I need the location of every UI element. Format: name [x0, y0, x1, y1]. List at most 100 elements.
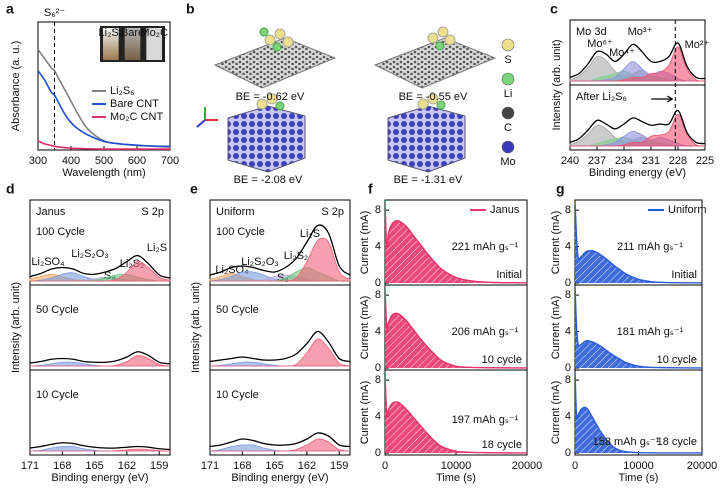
s-atom [444, 34, 456, 46]
vial [146, 28, 162, 60]
capacity-label: 221 mAh gₛ⁻¹ [452, 241, 519, 253]
x-tick-label: 0 [382, 460, 388, 472]
vial [103, 28, 119, 60]
envelope-line [569, 42, 706, 80]
axes-icon [196, 107, 218, 128]
y-tick-label: 0 [375, 447, 381, 459]
panel-label: d [6, 181, 15, 197]
y-tick-label: 8 [565, 374, 571, 386]
component-label: S₈ [104, 270, 116, 282]
y-tick-label: 8 [375, 289, 381, 301]
inset-label: Mo₂C [140, 27, 168, 39]
y-tick-label: 0 [375, 277, 381, 289]
x-axis-label: Time (s) [619, 472, 659, 484]
component-label: Li₂SO₄ [31, 256, 65, 268]
shift-arrow [651, 95, 674, 103]
x-tick-label: 171 [21, 460, 39, 472]
x-tick-label: 300 [29, 155, 47, 167]
x-axis-label: Time (s) [436, 472, 476, 484]
x-tick-label: 171 [201, 460, 219, 472]
structures [196, 26, 497, 173]
legend-label: S [504, 54, 511, 66]
chart-title: Uniform [216, 206, 255, 218]
component-label: Li₂S₂O₃ [241, 256, 278, 268]
component-label: Mo²⁺ [685, 39, 710, 51]
y-tick-label: 4 [375, 325, 381, 337]
envelope-line [209, 330, 351, 363]
legend-label: Mo₂C CNT [110, 111, 163, 123]
area-hatch [385, 371, 527, 453]
li2s6-cluster [256, 93, 285, 111]
y-tick-label: 8 [375, 204, 381, 216]
x-tick-label: 234 [615, 155, 633, 167]
graphene-sheet [213, 37, 337, 89]
legend-atom [501, 140, 515, 154]
y-axis-label: Intensity (arb. unit) [190, 282, 202, 373]
subpanel-label: 100 Cycle [36, 226, 85, 238]
area-line [575, 200, 702, 284]
component-label: Li₂S₂O₃ [71, 248, 108, 260]
graphene-sheet [373, 37, 497, 89]
area-hatch [575, 286, 702, 368]
x-tick-label: 165 [85, 460, 103, 472]
x-tick-label: 159 [150, 460, 168, 472]
component-peak [30, 261, 171, 282]
y-tick-label: 4 [375, 410, 381, 422]
y-axis-label: Intensity (arb. unit) [551, 39, 563, 130]
capacity-label: 158 mAh gₛ⁻¹ [593, 436, 660, 448]
x-tick-label: 10000 [441, 460, 472, 472]
li-atom [259, 27, 269, 37]
s-atom [266, 93, 278, 105]
li2s6-cluster [427, 26, 456, 51]
panel-label: a [6, 1, 14, 17]
y-axis-label: Current (mA) [359, 211, 371, 275]
vial [124, 28, 141, 60]
component-label: S₈ [277, 272, 289, 284]
area-hatch [385, 286, 527, 368]
cycle-label: 10 cycle [482, 354, 522, 366]
inset-label: Bare [121, 27, 144, 39]
y-axis-label: Current (mA) [550, 381, 562, 445]
y-tick-label: 0 [565, 447, 571, 459]
y-tick-label: 0 [375, 362, 381, 374]
axis-arrow [196, 119, 206, 128]
plot-frame [29, 199, 171, 456]
legend-atom [501, 106, 515, 120]
area-hatch [385, 201, 527, 283]
subpanel-label: 100 Cycle [216, 226, 265, 238]
clipped-area [385, 285, 527, 369]
subpanel-label: After Li₂S₆ [576, 91, 627, 103]
cycle-label: 18 cycle [482, 439, 522, 451]
y-tick-label: 4 [375, 240, 381, 252]
component-label: Li₂S [147, 242, 167, 254]
x-tick-label: 240 [561, 155, 579, 167]
cycle-label: 10 cycle [657, 354, 697, 366]
component-peak [30, 355, 171, 367]
legend-label: Janus [490, 204, 520, 216]
legend-label: Bare CNT [110, 98, 159, 110]
cycle-label: Initial [671, 269, 697, 281]
y-axis-label: Intensity (arb. unit) [10, 282, 22, 373]
legend-label: Uniform [668, 204, 707, 216]
chart-title: Janus [36, 206, 66, 218]
component-peak [29, 448, 171, 452]
cycle-label: Initial [496, 269, 522, 281]
x-tick-label: 225 [696, 155, 714, 167]
chart-subtitle: S 2p [141, 206, 164, 218]
binding-energy: BE = -0.62 eV [236, 91, 305, 103]
clipped-area [575, 200, 702, 284]
y-axis-label: Absorbance (a. u.) [10, 41, 22, 132]
envelope-line [29, 254, 171, 279]
y-tick-label: 8 [375, 374, 381, 386]
li-atom [436, 100, 446, 110]
component-peak [210, 338, 351, 367]
legend-label: Li₂S₆ [110, 85, 135, 97]
x-tick-label: 700 [161, 155, 179, 167]
y-tick-label: 0 [565, 362, 571, 374]
capacity-label: 206 mAh gₛ⁻¹ [452, 326, 519, 338]
capacity-label: 197 mAh gₛ⁻¹ [452, 414, 519, 426]
x-axis-label: Wavelength (nm) [62, 167, 145, 179]
y-tick-label: 4 [565, 325, 571, 337]
